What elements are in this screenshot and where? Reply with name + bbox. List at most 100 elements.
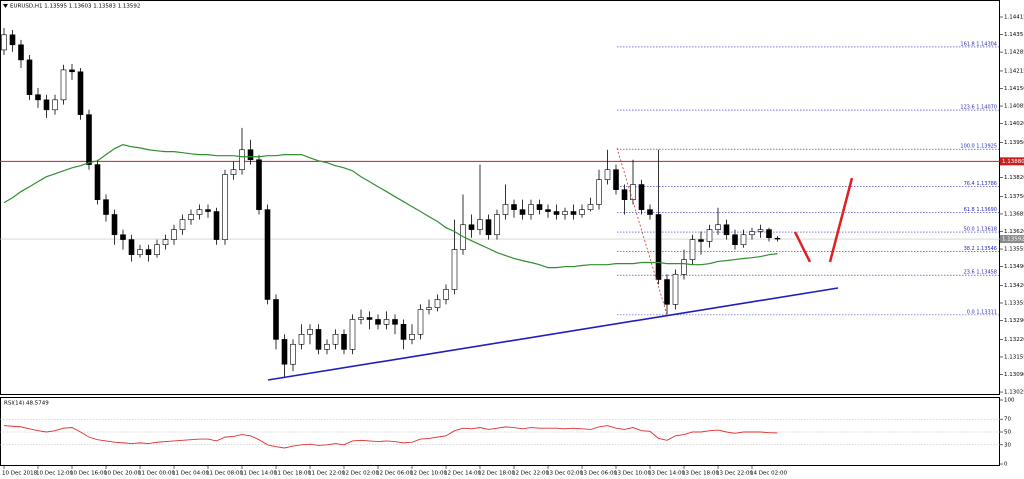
- x-tick-label: 10 Dec 12:00: [36, 471, 73, 477]
- fib-label: 38.2 1.13546: [964, 246, 997, 252]
- candle-body: [222, 174, 228, 240]
- candle-body: [383, 319, 390, 325]
- candle-body: [468, 224, 475, 230]
- x-tick-label: 13 Dec 06:00: [580, 471, 617, 477]
- y-tick-label: 1.13555: [1004, 247, 1024, 253]
- candle-body: [604, 169, 611, 180]
- candle-body: [706, 229, 713, 242]
- marks: 1.14415 1.1435 1.14285 1.14215 1.14150 1.1408…: [0, 14, 1024, 477]
- candle-body: [638, 184, 645, 210]
- candle-body: [613, 169, 619, 190]
- x-tick-label: 14 Dec 02:00: [750, 471, 787, 477]
- resistance-label: 1.13880: [1002, 159, 1024, 165]
- y-tick-label: 1.13620: [1004, 229, 1024, 235]
- x-tick-label: 10 Dec 2018: [2, 471, 38, 477]
- indicator-title: RSI(14) 48.5749: [4, 401, 49, 407]
- y-tick-label: 1.14150: [1004, 86, 1024, 92]
- candle-body: [43, 99, 50, 111]
- y-tick-label: 1.14215: [1004, 68, 1024, 74]
- fib-label: 76.4 1.13786: [964, 181, 997, 187]
- candle-body: [774, 237, 781, 240]
- candle-body: [664, 279, 670, 305]
- x-tick-label: 10 Dec 20:00: [104, 471, 141, 477]
- candle-body: [562, 211, 568, 215]
- candle-body: [766, 229, 772, 239]
- trend-line: [267, 287, 839, 381]
- arrow-up: [828, 177, 854, 263]
- x-tick-label: 13 Dec 02:00: [546, 471, 583, 477]
- candle-body: [375, 319, 381, 325]
- y-tick-label: 1.13155: [1004, 354, 1024, 360]
- candle-body: [655, 214, 662, 280]
- fib-label: 161.8 1.14304: [960, 41, 997, 47]
- candle-body: [179, 219, 186, 230]
- candle-body: [1, 34, 7, 51]
- candle-body: [230, 169, 237, 175]
- candle-body: [672, 274, 679, 305]
- fib-label: 61.8 1.13690: [964, 207, 997, 213]
- fib-label: 23.6 1.13458: [964, 270, 997, 276]
- y-tick-label: 1.13290: [1004, 318, 1024, 324]
- candle-body: [60, 69, 67, 101]
- fib-label: 50.0 1.13618: [964, 227, 997, 233]
- candle-body: [145, 249, 152, 255]
- candle-body: [213, 211, 220, 240]
- candle-body: [171, 229, 177, 240]
- candle-body: [52, 99, 58, 111]
- candle-body: [740, 234, 747, 246]
- candle-body: [417, 309, 424, 335]
- y-tick-label: 1.13490: [1004, 264, 1024, 270]
- y-tick-label: 1.13220: [1004, 337, 1024, 343]
- candle-body: [196, 209, 203, 215]
- candle-body: [451, 249, 458, 290]
- x-tick-label: 13 Dec 18:00: [682, 471, 719, 477]
- y-tick-label: 1.13025: [1004, 390, 1024, 396]
- fib-anchor-line: [616, 147, 668, 316]
- candle-body: [502, 204, 509, 215]
- candle-body: [290, 343, 296, 365]
- candle-body: [341, 333, 347, 350]
- candle-body: [630, 184, 636, 200]
- candle-body: [256, 159, 262, 210]
- candle-body: [494, 214, 500, 236]
- x-tick-label: 12 Dec 02:00: [342, 471, 379, 477]
- candle-body: [26, 59, 33, 96]
- candle-body: [553, 211, 560, 215]
- candle-body: [596, 179, 602, 205]
- candle-body: [315, 329, 322, 350]
- y-tick-label: 1.13820: [1004, 175, 1024, 181]
- candle-body: [621, 189, 628, 200]
- y-tick-label: 1.13950: [1004, 140, 1024, 146]
- y-tick-label: 1.1435: [1004, 32, 1024, 38]
- candle-body: [434, 299, 441, 308]
- y-tick-label: 1.13355: [1004, 300, 1024, 306]
- rsi-line: [3, 425, 778, 449]
- candle-body: [69, 69, 75, 73]
- y-tick-label: 1.14285: [1004, 50, 1024, 56]
- candle-body: [366, 317, 373, 320]
- candle-body: [681, 259, 687, 275]
- candle-body: [188, 214, 194, 220]
- candle-body: [154, 244, 160, 255]
- candle-body: [137, 249, 143, 255]
- x-tick-label: 10 Dec 16:00: [70, 471, 107, 477]
- x-tick-label: 11 Dec 08:00: [206, 471, 243, 477]
- candle-body: [307, 329, 313, 335]
- candle-body: [519, 209, 526, 215]
- candle-body: [477, 219, 483, 230]
- y-tick-label: 1.14415: [1004, 14, 1024, 20]
- y-tick-label: 1.13090: [1004, 372, 1024, 378]
- candle-body: [698, 239, 704, 242]
- candle-body: [162, 239, 169, 246]
- indicator-tick-label: 0: [1004, 462, 1008, 468]
- candle-body: [273, 299, 279, 340]
- x-tick-label: 11 Dec 04:00: [172, 471, 209, 477]
- y-tick-label: 1.14020: [1004, 121, 1024, 127]
- candle-body: [77, 71, 84, 115]
- candle-body: [732, 234, 738, 246]
- candle-body: [689, 239, 696, 260]
- candle-body: [324, 343, 330, 350]
- x-tick-label: 11 Dec 14:00: [240, 471, 277, 477]
- candle-body: [749, 231, 755, 236]
- last-price-box: [1000, 235, 1024, 244]
